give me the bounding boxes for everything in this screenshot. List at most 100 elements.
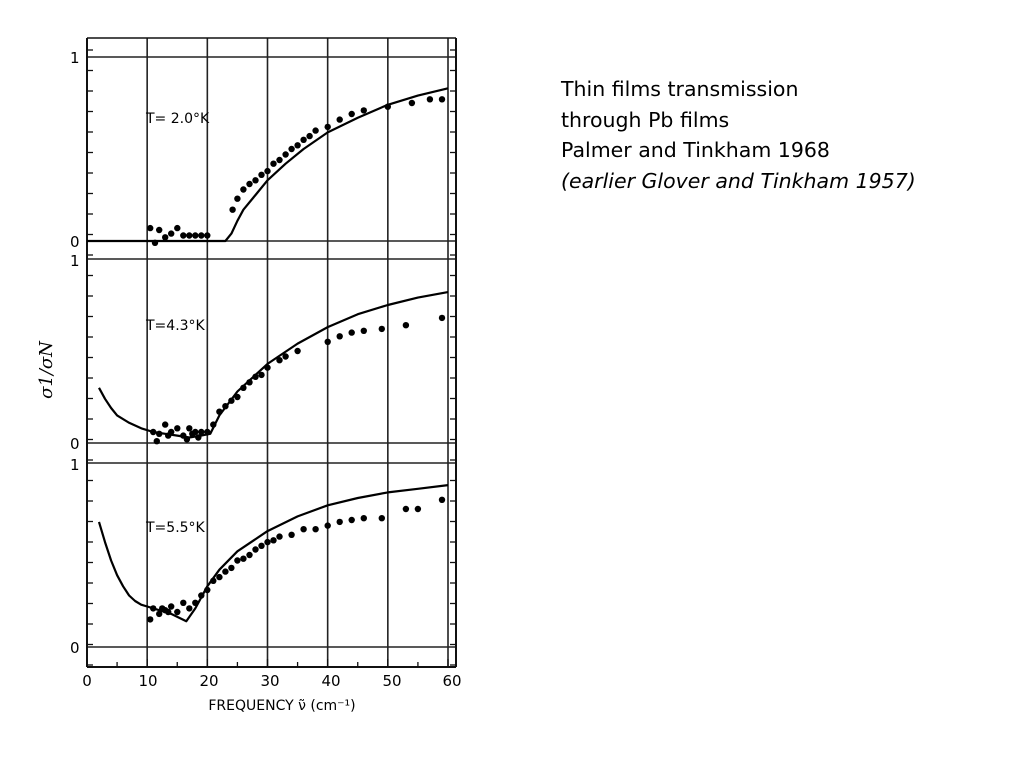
data-point	[402, 322, 410, 329]
data-point	[246, 180, 253, 188]
frame	[86, 37, 457, 668]
data-point	[174, 425, 181, 432]
data-point	[153, 438, 160, 445]
data-point	[378, 515, 385, 522]
caption-line: Palmer and Tinkham 1968	[561, 138, 830, 162]
data-point	[234, 195, 241, 202]
y-tick-label: 0	[70, 233, 80, 251]
data-point	[288, 145, 295, 153]
data-point	[186, 425, 193, 432]
data-point	[264, 167, 271, 175]
data-point	[168, 428, 175, 436]
data-point	[312, 526, 319, 533]
data-point	[180, 232, 187, 239]
data-point	[288, 531, 295, 538]
data-point	[216, 573, 223, 581]
data-point	[426, 96, 434, 103]
data-point	[210, 421, 217, 428]
data-point	[438, 314, 446, 322]
data-point	[204, 586, 211, 594]
y-axis-label: σ1/σN	[36, 340, 57, 399]
data-point	[240, 384, 247, 391]
data-point	[312, 127, 319, 134]
data-point	[276, 156, 283, 164]
data-point	[270, 160, 277, 167]
data-point	[270, 537, 277, 544]
data-point	[300, 136, 307, 143]
data-point	[162, 421, 169, 428]
panel-label: T=5.5°K	[145, 520, 206, 536]
data-point	[336, 518, 343, 526]
data-point	[195, 434, 202, 441]
data-point	[174, 608, 181, 616]
data-point	[336, 333, 343, 340]
data-point	[360, 107, 367, 114]
data-point	[204, 428, 211, 436]
data-point	[229, 206, 236, 213]
data-point	[348, 516, 355, 524]
data-point	[183, 436, 191, 443]
data-point	[234, 393, 241, 401]
data-point	[198, 592, 205, 599]
data-point	[204, 232, 211, 239]
data-point	[168, 603, 175, 610]
data-point	[438, 496, 446, 503]
caption: Thin films transmission through Pb films…	[561, 74, 1001, 196]
data-point	[210, 577, 217, 584]
data-point	[258, 171, 265, 178]
data-point	[222, 403, 229, 410]
theory-curve	[98, 291, 449, 439]
data-point	[294, 347, 301, 355]
data-point	[156, 430, 163, 437]
data-point	[240, 555, 247, 562]
panel-label: T= 2.0°K	[145, 111, 210, 127]
data-point	[408, 99, 416, 107]
y-tick-label: 0	[70, 639, 80, 657]
x-tick-label: 20	[199, 672, 218, 690]
x-tick-label: 50	[382, 672, 401, 690]
x-axis-label: FREQUENCY ν̃ (cm⁻¹)	[208, 698, 355, 714]
data-point	[216, 408, 223, 415]
data-point	[151, 239, 159, 246]
y-tick-label: 1	[70, 456, 80, 474]
grid-lines	[87, 38, 456, 667]
data-point	[240, 186, 247, 193]
data-point	[264, 538, 271, 546]
data-point	[198, 428, 205, 436]
data-point	[222, 568, 229, 575]
x-tick-label: 40	[321, 672, 340, 690]
data-point	[192, 599, 199, 606]
data-point	[348, 329, 355, 336]
data-point	[150, 605, 157, 612]
x-tick-label: 30	[260, 672, 279, 690]
data-point	[147, 224, 154, 232]
data-point	[156, 226, 163, 234]
data-point	[276, 357, 283, 364]
data-point	[192, 232, 199, 239]
data-point	[174, 224, 181, 232]
data-point	[294, 142, 301, 149]
data-point	[198, 232, 205, 239]
data-point	[360, 515, 367, 522]
data-point	[336, 116, 343, 123]
data-point	[300, 526, 307, 533]
data-point	[234, 557, 241, 564]
data-point	[378, 325, 385, 333]
x-tick-label: 60	[442, 672, 461, 690]
data-point	[306, 132, 313, 140]
fitted-curves	[87, 87, 449, 623]
data-point	[324, 338, 331, 345]
data-point	[150, 428, 157, 436]
y-tick-label: 1	[70, 252, 80, 270]
theory-curve	[97, 484, 449, 623]
data-point	[246, 379, 253, 386]
panel-label: T=4.3°K	[145, 318, 206, 334]
data-point	[186, 605, 193, 612]
data-point	[228, 564, 235, 572]
data-point	[186, 232, 193, 239]
data-point	[360, 327, 367, 334]
data-point	[438, 96, 446, 103]
data-point	[276, 533, 283, 540]
data-point	[324, 522, 331, 529]
x-tick-label: 10	[138, 672, 157, 690]
